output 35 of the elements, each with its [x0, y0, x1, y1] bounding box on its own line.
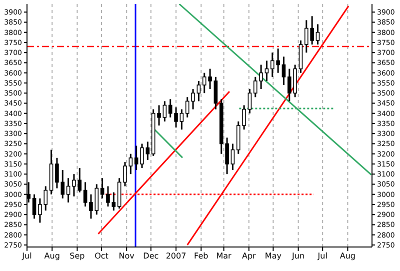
candlestick: [316, 24, 320, 46]
x-tick-label: May: [264, 252, 282, 261]
candlestick: [282, 56, 286, 86]
x-tick-label: Nov: [118, 252, 135, 261]
x-tick-label: Apr: [242, 252, 257, 261]
candlestick: [112, 192, 116, 212]
candlestick: [140, 142, 144, 169]
candlestick: [32, 194, 36, 220]
candlestick: [106, 186, 110, 208]
candlestick: [162, 100, 167, 122]
x-tick-label: Dec: [143, 252, 159, 261]
candlestick: [83, 181, 88, 208]
candlestick: [157, 104, 161, 126]
x-tick-label: Jul: [316, 252, 328, 261]
candlestick: [264, 60, 269, 82]
candlestick: [134, 145, 138, 171]
candlestick: [174, 106, 178, 128]
x-tick-label: Sep: [70, 252, 85, 261]
candlestick: [180, 108, 184, 130]
candlestick: [248, 88, 252, 114]
candlestick: [230, 142, 235, 171]
x-tick-label: 2007: [166, 252, 186, 261]
x-tick-label: Jul: [21, 252, 32, 261]
x-tick-label: Oct: [94, 252, 108, 261]
x-tick-label: Aug: [44, 252, 60, 261]
candlestick: [128, 153, 133, 175]
candlestick: [168, 98, 172, 118]
candlestick: [123, 161, 127, 187]
x-tick-label: Jun: [291, 252, 305, 261]
x-tick-label: Aug: [340, 252, 356, 261]
candlestick: [66, 177, 70, 204]
x-tick-label: Feb: [194, 252, 208, 261]
x-tick-label: Mar: [216, 252, 232, 261]
candlestick: [196, 80, 201, 102]
candlestick: [214, 76, 218, 110]
